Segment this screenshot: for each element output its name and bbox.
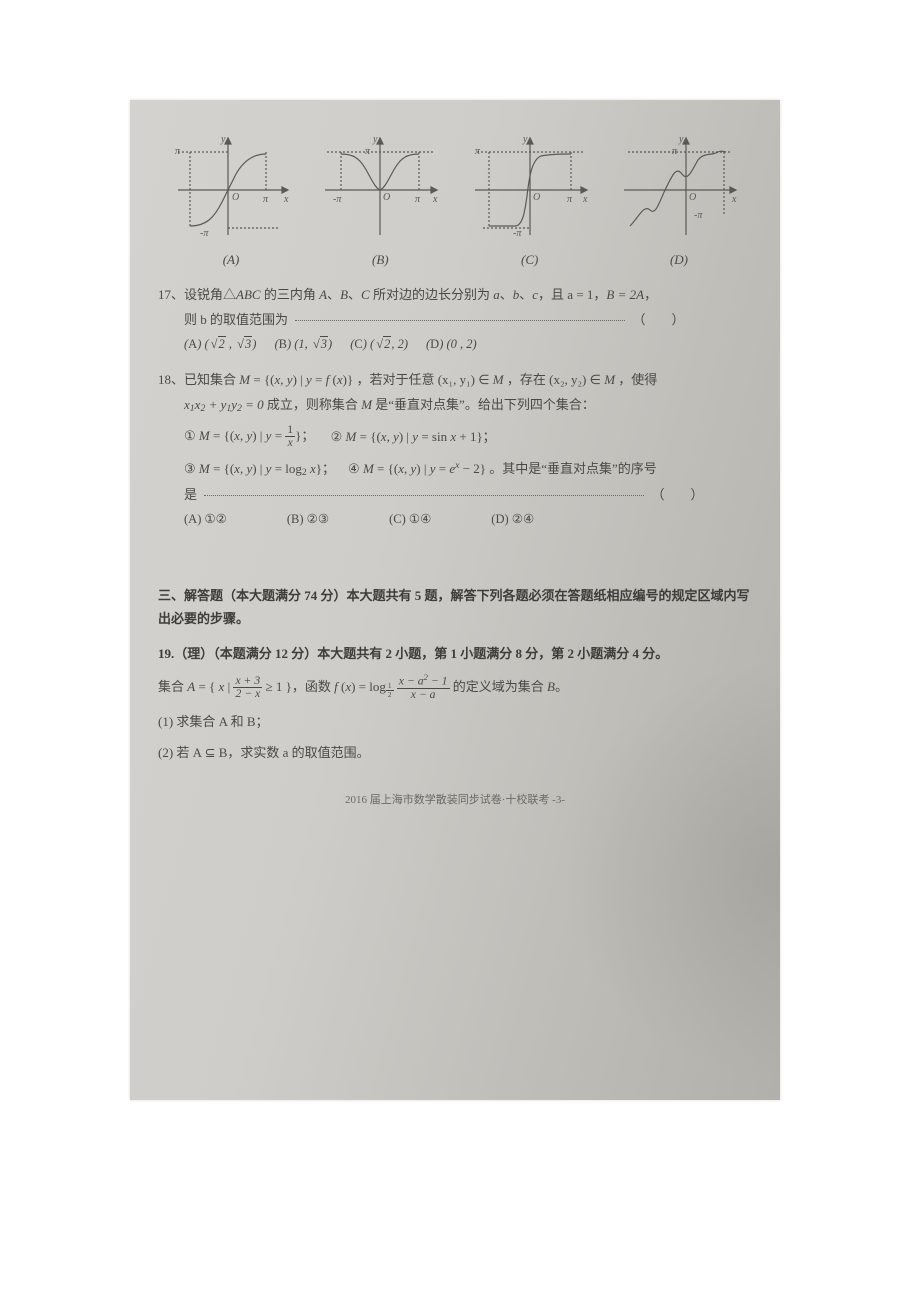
q18-items-row2: ③ M = {(x, y) | y = log2 x}； ④ M = {(x, … xyxy=(184,458,752,480)
svg-text:y: y xyxy=(522,134,528,145)
svg-text:-π: -π xyxy=(513,228,522,239)
svg-text:O: O xyxy=(383,192,390,203)
q17-options: (A) (2 , 3) (B) (1, 3) (C) (2, 2) (D) (0… xyxy=(184,334,752,354)
t: ，使得 xyxy=(618,372,657,387)
t: ， xyxy=(593,287,606,302)
q17-line1: 设锐角△ABC 的三内角 A、B、C 所对边的边长分别为 a、b、c，且 a =… xyxy=(184,285,752,306)
svg-text:-π: -π xyxy=(694,210,703,221)
t: ，存在 (x₂, y₂) ∈ xyxy=(507,372,604,387)
graph-A-label: (A) xyxy=(166,250,296,271)
t: 的定义域为集合 xyxy=(453,679,547,694)
svg-text:O: O xyxy=(533,192,540,203)
question-19: 19.（理）（本题满分 12 分）本大题共有 2 小题，第 1 小题满分 8 分… xyxy=(158,644,752,764)
t: ，若对于任意 (x₁, y₁) ∈ xyxy=(356,372,492,387)
q17-opt-B: (B) (1, 3) xyxy=(274,334,332,354)
t: 设锐角△ xyxy=(184,287,236,302)
t: ， xyxy=(644,287,657,302)
svg-text:x: x xyxy=(283,194,289,205)
t: ABC xyxy=(236,287,261,302)
svg-text:π: π xyxy=(263,194,269,205)
t: C xyxy=(361,287,370,302)
question-17: 17、 设锐角△ABC 的三内角 A、B、C 所对边的边长分别为 a、b、c，且… xyxy=(158,285,752,365)
q17-opt-C: (C) (2, 2) xyxy=(350,334,408,354)
q19-sub1: (1) 求集合 A 和 B； xyxy=(158,712,752,733)
svg-text:x: x xyxy=(432,194,438,205)
q19-sub2: (2) 若 A ⊆ B，求实数 a 的取值范围。 xyxy=(158,743,752,764)
t: B = 2A xyxy=(606,287,644,302)
t: M xyxy=(493,372,504,387)
q18-options: (A) ①② (B) ②③ (C) ①④ (D) ②④ xyxy=(184,509,752,529)
question-18: 18、 已知集合 M = {(x, y) | y = f (x)} ，若对于任意… xyxy=(158,370,752,539)
q18-opt-D: (D) ②④ xyxy=(491,509,534,529)
q18-number: 18、 xyxy=(158,370,184,539)
q18-line1: 已知集合 M = {(x, y) | y = f (x)} ，若对于任意 (x₁… xyxy=(184,370,752,391)
t: A xyxy=(319,287,327,302)
svg-text:π: π xyxy=(475,146,481,157)
t: 的三内角 xyxy=(261,287,320,302)
svg-text:-π: -π xyxy=(333,194,342,205)
t: 、 xyxy=(519,287,532,302)
q17-line2: 则 b 的取值范围为 （ ） xyxy=(184,310,752,331)
graph-D-label: (D) xyxy=(614,250,744,271)
svg-text:-π: -π xyxy=(200,228,209,239)
page-footer: 2016 届上海市数学散装同步试卷·十校联考 -3- xyxy=(158,792,752,810)
svg-text:y: y xyxy=(678,134,684,145)
t: 。其中是“垂直对点集”的序号 xyxy=(489,461,657,476)
section-3-heading: 三、解答题（本大题满分 74 分）本大题共有 5 题，解答下列各题必须在答题纸相… xyxy=(158,585,752,629)
q18-opt-C: (C) ①④ xyxy=(389,509,431,529)
svg-text:x: x xyxy=(582,194,588,205)
graph-option-D: y π O x -π (D) xyxy=(614,130,744,271)
graph-option-A: y π O π x -π (A) xyxy=(166,130,296,271)
t: 所对边的边长分别为 xyxy=(370,287,494,302)
answer-paren: （ ） xyxy=(652,487,704,502)
q19-head: 19.（理）（本题满分 12 分）本大题共有 2 小题，第 1 小题满分 8 分… xyxy=(158,644,752,665)
t: 、 xyxy=(500,287,513,302)
graph-C-label: (C) xyxy=(465,250,595,271)
svg-text:π: π xyxy=(175,146,181,157)
q18-opt-B: (B) ②③ xyxy=(287,509,329,529)
graph-B-label: (B) xyxy=(315,250,445,271)
q17-number: 17、 xyxy=(158,285,184,365)
q18-line-last: 是 （ ） xyxy=(184,485,752,506)
t: 集合 xyxy=(158,679,187,694)
t: 、 xyxy=(348,287,361,302)
exam-page: y π O π x -π (A) xyxy=(130,100,780,1100)
graph-D-svg: y π O x -π xyxy=(614,130,744,240)
t: M xyxy=(239,372,250,387)
svg-text:x: x xyxy=(731,194,737,205)
svg-text:y: y xyxy=(372,134,378,145)
graph-option-B: y π O -π π x (B) xyxy=(315,130,445,271)
svg-text:π: π xyxy=(415,194,421,205)
svg-text:π: π xyxy=(567,194,573,205)
answer-paren: （ ） xyxy=(633,312,685,327)
graph-B-svg: y π O -π π x xyxy=(315,130,445,240)
q18-items-row1: ① M = {(x, y) | y = 1x}； ② M = {(x, y) |… xyxy=(184,425,752,451)
t: 是 xyxy=(184,487,197,502)
svg-text:π: π xyxy=(365,146,371,157)
q17-opt-A: (A) (2 , 3) xyxy=(184,334,256,354)
q18-opt-A: (A) ①② xyxy=(184,509,227,529)
q18-line2: x1x2 + y1y2 = 0 成立，则称集合 M 是“垂直对点集”。给出下列四… xyxy=(184,395,752,417)
t: 已知集合 xyxy=(184,372,239,387)
t: B xyxy=(547,679,555,694)
t: ，且 xyxy=(538,287,567,302)
q19-body: 集合 A = { x | x + 32 − x ≥ 1 }，函数 f (x) =… xyxy=(158,674,752,702)
t: a = 1 xyxy=(567,287,593,302)
t: 、 xyxy=(327,287,340,302)
graph-C-svg: y π O π x -π xyxy=(465,130,595,240)
t: M xyxy=(604,372,615,387)
graph-A-svg: y π O π x -π xyxy=(166,130,296,240)
t: A xyxy=(187,679,195,694)
svg-text:O: O xyxy=(232,192,239,203)
graph-option-C: y π O π x -π (C) xyxy=(465,130,595,271)
t: B xyxy=(340,287,348,302)
t: 则 b 的取值范围为 xyxy=(184,312,288,327)
q16-graph-options: y π O π x -π (A) xyxy=(166,130,744,271)
q17-opt-D: (D) (0 , 2) xyxy=(426,334,477,354)
t: 。 xyxy=(555,679,568,694)
svg-text:O: O xyxy=(689,192,696,203)
svg-text:y: y xyxy=(220,134,226,145)
